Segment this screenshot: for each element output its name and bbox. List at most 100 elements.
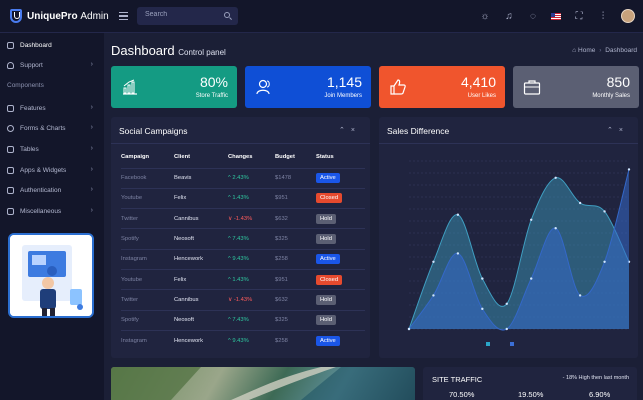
arrow-up-icon: ^ — [228, 175, 233, 182]
data-point[interactable] — [578, 294, 582, 297]
sidebar-item-features[interactable]: Features › — [0, 99, 104, 117]
table-row: Spotify Neosoft ^ 7.43% $325 Hold — [121, 309, 365, 331]
data-point[interactable] — [456, 213, 460, 216]
series-area-1 — [409, 169, 629, 331]
breadcrumb-home[interactable]: Home — [578, 47, 596, 54]
status-badge[interactable]: Active — [316, 254, 340, 265]
data-point[interactable] — [407, 327, 411, 331]
sun-icon[interactable]: ☼ — [480, 10, 490, 22]
data-point[interactable] — [505, 327, 508, 331]
collapse-icon[interactable]: ⌃ — [607, 127, 619, 134]
sidebar-item-label: Tables — [20, 145, 39, 153]
us-flag-icon[interactable] — [551, 12, 561, 20]
data-point[interactable] — [603, 210, 606, 213]
status-cell: Closed — [316, 187, 365, 209]
data-point[interactable] — [530, 218, 533, 221]
status-badge[interactable]: Hold — [316, 315, 336, 326]
site-traffic-note: - 18% High then last month — [562, 375, 629, 381]
close-icon[interactable]: × — [618, 127, 629, 134]
sidebar-item-miscellaneous[interactable]: Miscellaneous › — [0, 202, 104, 220]
site-traffic-card: SITE TRAFFIC - 18% High then last month … — [423, 367, 637, 400]
chat-icon[interactable]: ◌ — [530, 10, 536, 22]
page-subtitle: Control panel — [178, 48, 226, 57]
data-point[interactable] — [481, 307, 484, 311]
campaign-cell: Instagram — [121, 329, 174, 351]
change-cell: ^ 2.43% — [228, 167, 275, 189]
arrow-up-icon: ^ — [228, 317, 233, 324]
column-header: Campaign — [121, 154, 150, 161]
data-point[interactable] — [554, 176, 557, 179]
campaign-cell: Twitter — [121, 289, 174, 311]
sidebar-item-support[interactable]: Support › — [0, 56, 104, 74]
status-badge[interactable]: Active — [316, 335, 340, 346]
sidebar-item-apps-widgets[interactable]: Apps & Widgets › — [0, 161, 104, 179]
stat-label: Monthly Sales — [592, 93, 630, 99]
sidebar-item-tables[interactable]: Tables › — [0, 140, 104, 158]
change-cell: ^ 9.43% — [228, 248, 275, 270]
series-line-0 — [408, 177, 630, 330]
sales-difference-card: Sales Difference ⌃× — [379, 117, 638, 358]
sales-area-chart — [407, 160, 631, 346]
bell-icon[interactable]: ♫ — [505, 10, 513, 22]
close-icon[interactable]: × — [350, 127, 361, 134]
sidebar-item-label: Apps & Widgets — [20, 166, 67, 174]
change-cell: ∨ -1.43% — [228, 289, 275, 311]
sidebar-item-label: Forms & Charts — [20, 124, 66, 132]
dashboard-icon — [7, 41, 14, 49]
status-badge[interactable]: Hold — [316, 234, 336, 245]
sidebar-item-authentication[interactable]: Authentication › — [0, 181, 104, 199]
fullscreen-icon[interactable]: ⛶ — [575, 10, 583, 22]
collapse-icon[interactable]: ⌃ — [339, 127, 351, 134]
data-point[interactable] — [554, 227, 557, 230]
sidebar-item-label: Support — [20, 61, 43, 69]
chevron-right-icon: › — [90, 186, 93, 193]
data-point[interactable] — [481, 277, 484, 280]
hamburger-icon[interactable] — [119, 12, 128, 20]
budget-cell: $951 — [275, 187, 316, 209]
data-point[interactable] — [505, 302, 508, 305]
table-row: Spotify Neosoft ^ 7.43% $325 Hold — [121, 228, 365, 250]
promo-illustration-image — [10, 235, 92, 316]
avatar[interactable] — [621, 9, 635, 23]
table-header-row: Campaign Client Changes Budget Status — [121, 147, 365, 168]
stat-label: Store Traffic — [195, 93, 228, 99]
data-point[interactable] — [456, 252, 460, 255]
data-point[interactable] — [530, 277, 533, 280]
sidebar-item-label: Dashboard — [20, 41, 52, 49]
stat-value: 1,145 — [326, 74, 362, 90]
status-badge[interactable]: Hold — [316, 213, 336, 224]
legend-swatch-0[interactable] — [486, 342, 490, 346]
arrow-up-icon: ^ — [228, 276, 233, 283]
status-badge[interactable]: Closed — [316, 274, 343, 285]
data-point[interactable] — [432, 294, 435, 297]
stat-card-user-likes[interactable]: 4,410 User Likes — [379, 66, 505, 108]
stat-card-monthly-sales[interactable]: 850 Monthly Sales — [513, 66, 639, 108]
data-point[interactable] — [603, 260, 606, 263]
data-point[interactable] — [578, 201, 582, 205]
client-cell: Hencework — [174, 329, 228, 351]
search-icon[interactable] — [224, 12, 230, 18]
data-point[interactable] — [627, 168, 631, 171]
stat-card-join-members[interactable]: 1,145 Join Members — [245, 66, 371, 108]
landscape-photo — [111, 367, 415, 400]
data-point[interactable] — [432, 260, 435, 263]
brand[interactable]: UniquePro Admin — [10, 9, 109, 23]
status-cell: Hold — [316, 228, 365, 250]
sliders-icon[interactable]: ⫶ — [601, 10, 605, 22]
status-badge[interactable]: Closed — [316, 193, 343, 204]
change-cell: ^ 7.43% — [228, 309, 275, 331]
status-badge[interactable]: Hold — [316, 294, 336, 305]
search-input[interactable] — [145, 11, 225, 18]
legend-swatch-1[interactable] — [510, 342, 514, 346]
home-icon: ⌂ — [572, 47, 577, 54]
sidebar-item-forms-charts[interactable]: Forms & Charts › — [0, 119, 104, 137]
status-badge[interactable]: Active — [316, 173, 340, 184]
status-cell: Hold — [316, 309, 365, 331]
change-cell: ^ 1.43% — [228, 268, 275, 290]
card-divider — [111, 143, 370, 144]
stat-card-store-traffic[interactable]: 80% Store Traffic — [111, 66, 237, 108]
budget-cell: $325 — [275, 309, 316, 331]
status-cell: Hold — [316, 289, 365, 311]
table-row: Youtube Felix ^ 1.43% $951 Closed — [121, 268, 365, 290]
sidebar-item-dashboard[interactable]: Dashboard — [0, 36, 104, 54]
